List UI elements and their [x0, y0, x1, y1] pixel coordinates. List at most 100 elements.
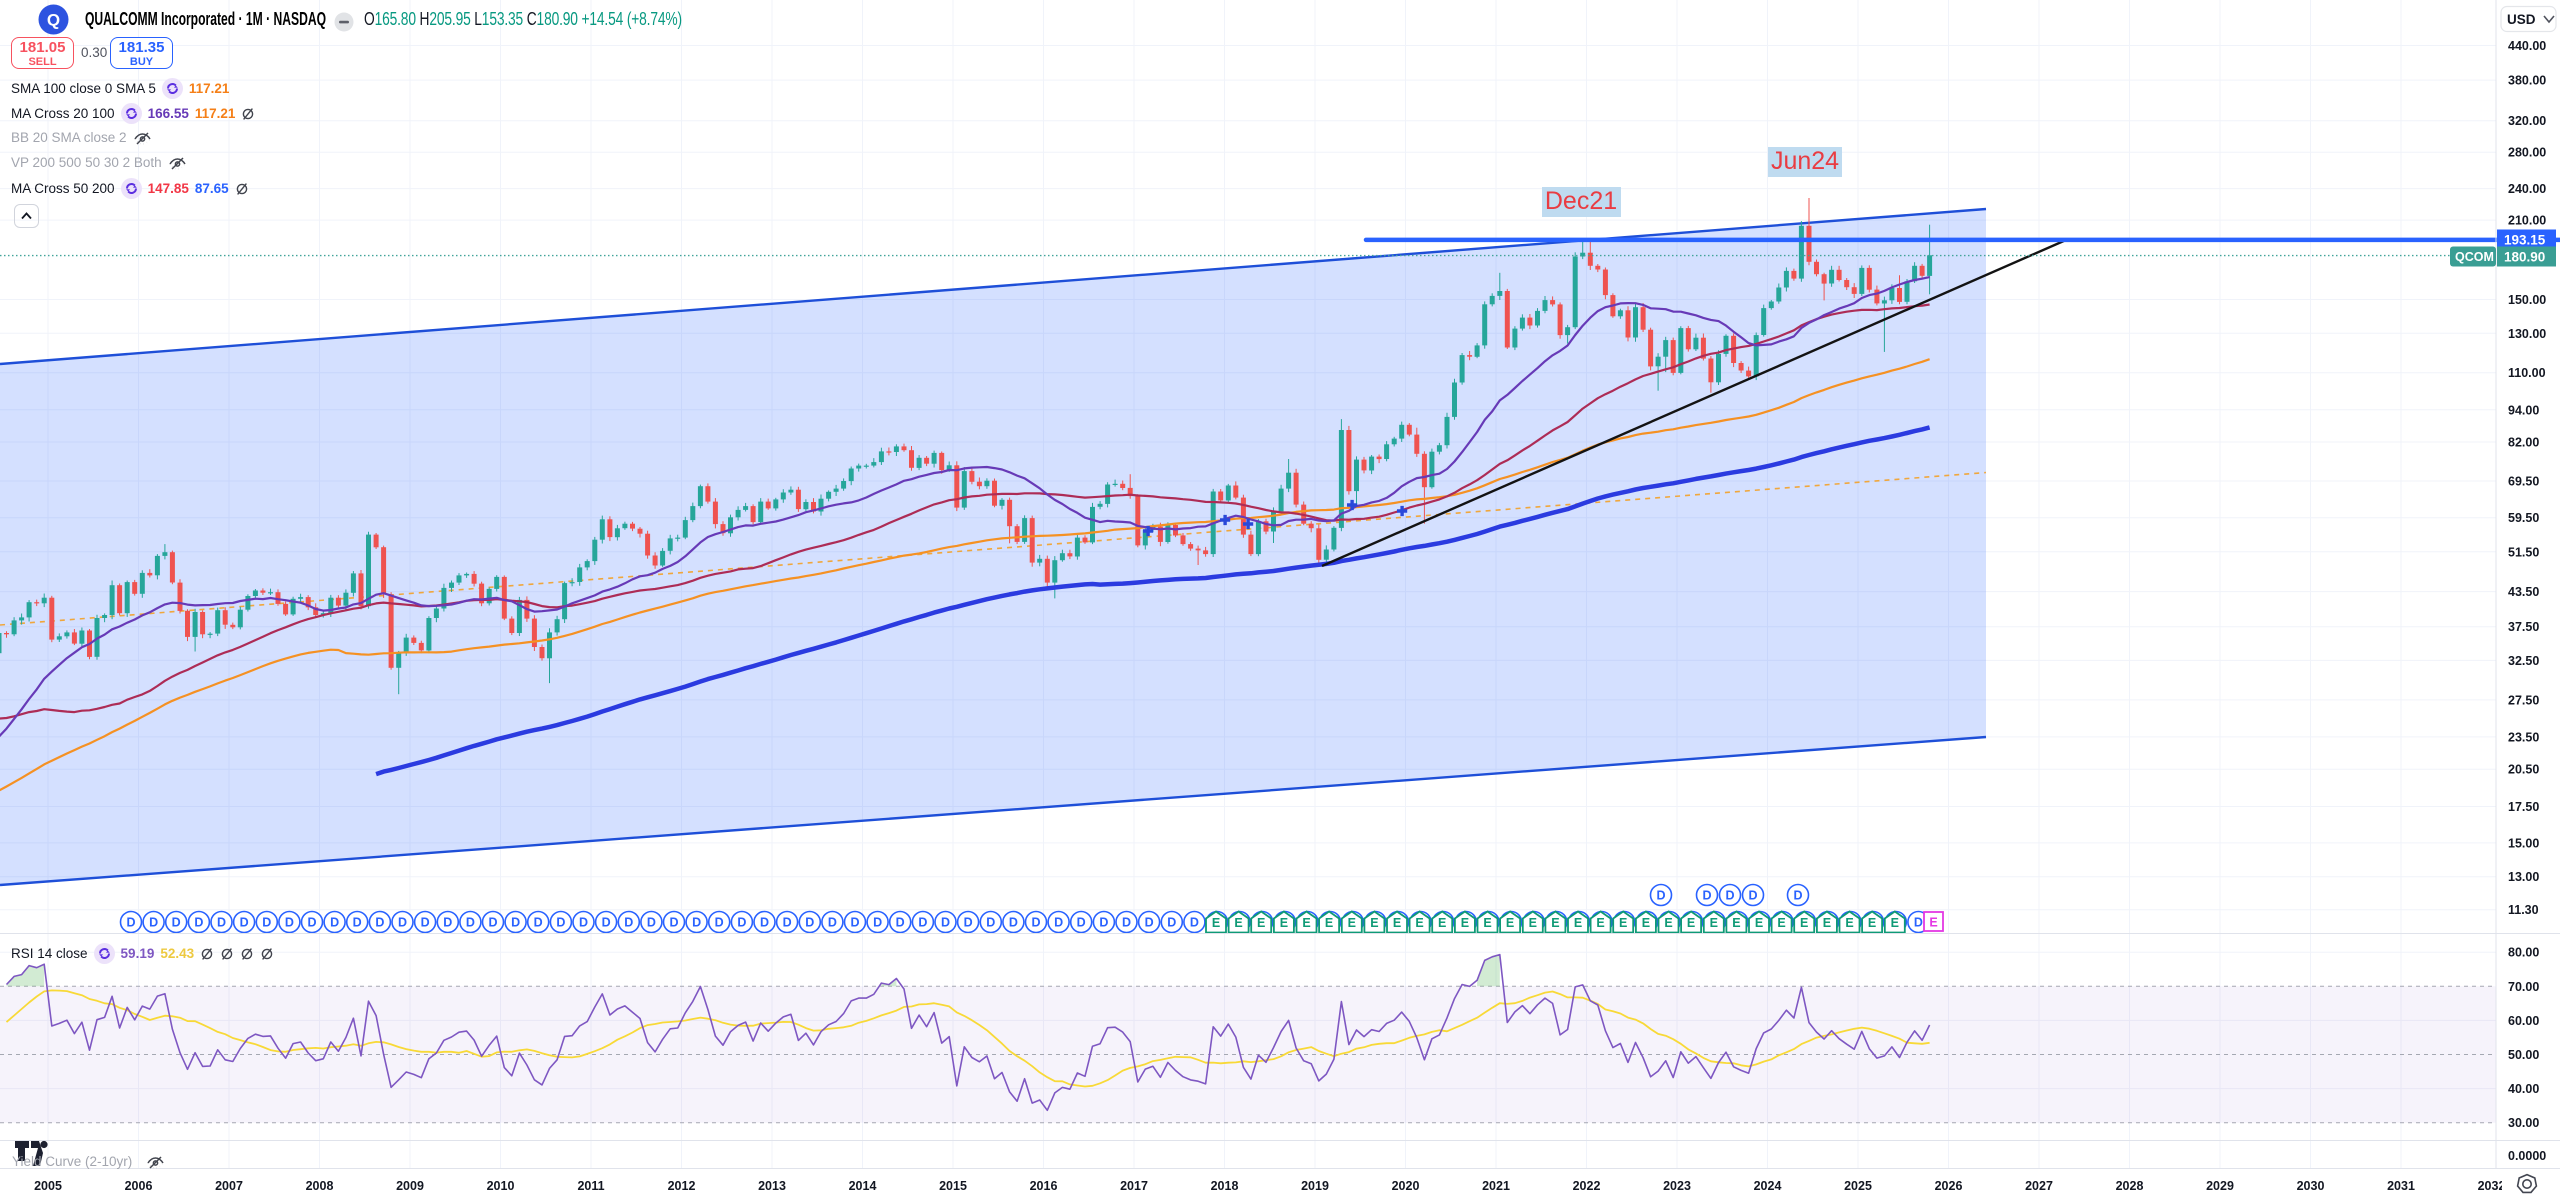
svg-text:2029: 2029: [2206, 1179, 2234, 1193]
svg-text:D: D: [986, 916, 995, 930]
svg-text:130.00: 130.00: [2508, 327, 2546, 341]
svg-text:2008: 2008: [306, 1179, 334, 1193]
svg-text:2015: 2015: [939, 1179, 967, 1193]
svg-text:D: D: [579, 916, 588, 930]
svg-text:E: E: [1415, 916, 1423, 930]
svg-text:D: D: [850, 916, 859, 930]
svg-text:E: E: [1393, 916, 1401, 930]
svg-text:D: D: [1793, 889, 1802, 903]
svg-text:2016: 2016: [1030, 1179, 1058, 1193]
svg-text:15.00: 15.00: [2508, 836, 2539, 850]
svg-text:69.50: 69.50: [2508, 475, 2539, 489]
svg-text:Dec21: Dec21: [1545, 187, 1617, 215]
svg-text:380.00: 380.00: [2508, 74, 2546, 88]
svg-text:D: D: [1914, 916, 1923, 930]
svg-text:D: D: [1748, 889, 1757, 903]
svg-text:D: D: [1656, 889, 1665, 903]
svg-text:2024: 2024: [1754, 1179, 1782, 1193]
svg-text:D: D: [194, 916, 203, 930]
svg-text:2007: 2007: [215, 1179, 243, 1193]
svg-text:E: E: [1891, 916, 1899, 930]
svg-text:D: D: [534, 916, 543, 930]
svg-text:240.00: 240.00: [2508, 182, 2546, 196]
svg-text:D: D: [126, 916, 135, 930]
svg-text:E: E: [1664, 916, 1672, 930]
svg-text:D: D: [873, 916, 882, 930]
svg-text:51.50: 51.50: [2508, 545, 2539, 559]
svg-text:D: D: [488, 916, 497, 930]
svg-text:Q: Q: [47, 11, 60, 30]
svg-text:D: D: [307, 916, 316, 930]
svg-text:2006: 2006: [125, 1179, 153, 1193]
svg-text:2028: 2028: [2116, 1179, 2144, 1193]
svg-text:E: E: [1619, 916, 1627, 930]
svg-text:37.50: 37.50: [2508, 620, 2539, 634]
svg-text:2026: 2026: [1935, 1179, 1963, 1193]
svg-text:2020: 2020: [1392, 1179, 1420, 1193]
svg-text:E: E: [1755, 916, 1763, 930]
svg-text:2013: 2013: [758, 1179, 786, 1193]
svg-text:2018: 2018: [1211, 1179, 1239, 1193]
svg-text:D: D: [783, 916, 792, 930]
svg-text:43.50: 43.50: [2508, 585, 2539, 599]
svg-text:E: E: [1551, 916, 1559, 930]
svg-text:D: D: [647, 916, 656, 930]
svg-text:D: D: [918, 916, 927, 930]
svg-text:D: D: [421, 916, 430, 930]
svg-text:30.00: 30.00: [2508, 1116, 2539, 1130]
svg-text:D: D: [353, 916, 362, 930]
svg-text:59.50: 59.50: [2508, 511, 2539, 525]
svg-text:E: E: [1280, 916, 1288, 930]
svg-text:D: D: [466, 916, 475, 930]
svg-text:D: D: [715, 916, 724, 930]
svg-text:D: D: [443, 916, 452, 930]
svg-text:E: E: [1929, 916, 1937, 930]
svg-text:2012: 2012: [668, 1179, 696, 1193]
svg-text:D: D: [1077, 916, 1086, 930]
svg-text:D: D: [760, 916, 769, 930]
svg-text:D: D: [896, 916, 905, 930]
svg-text:E: E: [1370, 916, 1378, 930]
svg-text:0.0000: 0.0000: [2508, 1149, 2546, 1163]
svg-text:32.50: 32.50: [2508, 654, 2539, 668]
svg-text:D: D: [828, 916, 837, 930]
svg-text:2032: 2032: [2478, 1179, 2506, 1193]
svg-text:D: D: [511, 916, 520, 930]
svg-text:D: D: [1031, 916, 1040, 930]
svg-text:E: E: [1302, 916, 1310, 930]
svg-text:E: E: [1732, 916, 1740, 930]
svg-text:D: D: [941, 916, 950, 930]
svg-text:2009: 2009: [396, 1179, 424, 1193]
svg-text:2030: 2030: [2297, 1179, 2325, 1193]
svg-text:E: E: [1868, 916, 1876, 930]
svg-text:E: E: [1574, 916, 1582, 930]
svg-text:280.00: 280.00: [2508, 146, 2546, 160]
svg-text:70.00: 70.00: [2508, 980, 2539, 994]
svg-text:E: E: [1325, 916, 1333, 930]
svg-text:2031: 2031: [2387, 1179, 2415, 1193]
svg-text:E: E: [1687, 916, 1695, 930]
svg-text:E: E: [1461, 916, 1469, 930]
svg-text:60.00: 60.00: [2508, 1014, 2539, 1028]
svg-text:80.00: 80.00: [2508, 946, 2539, 960]
svg-text:D: D: [1054, 916, 1063, 930]
svg-text:USD: USD: [2507, 12, 2536, 27]
svg-text:E: E: [1483, 916, 1491, 930]
svg-text:D: D: [602, 916, 611, 930]
svg-text:2025: 2025: [1844, 1179, 1872, 1193]
svg-text:440.00: 440.00: [2508, 39, 2546, 53]
svg-text:2005: 2005: [34, 1179, 62, 1193]
svg-text:D: D: [737, 916, 746, 930]
svg-text:23.50: 23.50: [2508, 730, 2539, 744]
svg-text:E: E: [1348, 916, 1356, 930]
svg-text:Jun24: Jun24: [1771, 147, 1839, 175]
svg-text:D: D: [330, 916, 339, 930]
svg-text:E: E: [1257, 916, 1265, 930]
svg-text:193.15: 193.15: [2504, 233, 2546, 248]
svg-text:D: D: [1167, 916, 1176, 930]
svg-text:2019: 2019: [1301, 1179, 1329, 1193]
svg-text:E: E: [1823, 916, 1831, 930]
svg-text:110.00: 110.00: [2508, 366, 2546, 380]
svg-text:2014: 2014: [849, 1179, 877, 1193]
svg-text:D: D: [285, 916, 294, 930]
